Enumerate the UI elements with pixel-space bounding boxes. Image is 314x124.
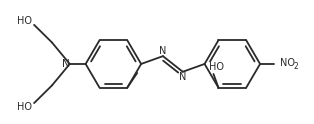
Text: HO: HO bbox=[17, 102, 32, 112]
Text: N: N bbox=[159, 46, 167, 56]
Text: 2: 2 bbox=[293, 62, 298, 71]
Text: NO: NO bbox=[280, 58, 295, 68]
Text: HO: HO bbox=[209, 62, 224, 72]
Text: HO: HO bbox=[17, 16, 32, 26]
Text: N: N bbox=[179, 72, 187, 82]
Text: N: N bbox=[62, 59, 70, 69]
